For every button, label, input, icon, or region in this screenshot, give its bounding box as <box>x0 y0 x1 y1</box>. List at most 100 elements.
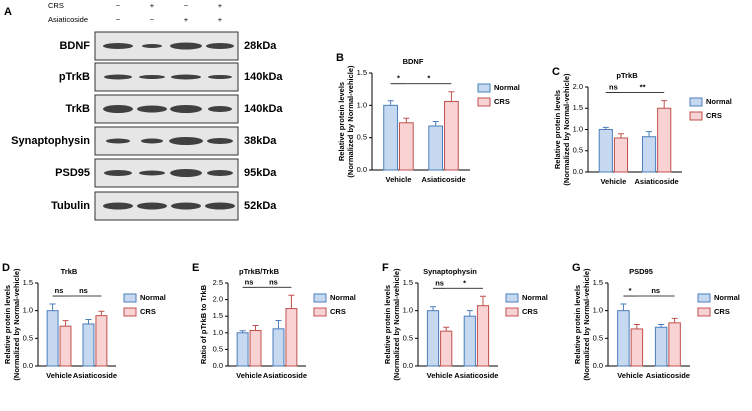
blot-band <box>103 105 133 113</box>
blot-band <box>137 105 167 113</box>
significance-label: * <box>629 286 632 295</box>
legend-label: CRS <box>714 307 730 316</box>
bar <box>630 328 644 367</box>
bar <box>46 310 59 367</box>
error-bar <box>671 317 678 323</box>
bar <box>82 323 95 367</box>
y-tick-label: 2.5 <box>213 278 223 287</box>
significance-label: ns <box>269 277 278 286</box>
bar <box>657 107 672 173</box>
bar <box>272 328 285 367</box>
legend-label: Normal <box>494 83 520 92</box>
y-tick-label: 0.5 <box>573 146 583 155</box>
condition-sign: + <box>150 1 155 10</box>
y-tick-label: 1.5 <box>23 278 33 287</box>
legend-swatch <box>313 293 327 303</box>
legend-label: Normal <box>706 97 732 106</box>
error-bar <box>275 320 282 329</box>
legend-swatch <box>697 307 711 317</box>
bar <box>398 122 414 171</box>
blot-band <box>207 170 233 176</box>
significance-label: ns <box>245 277 254 286</box>
y-axis-label: (Normalized by Normal-vehicle) <box>582 268 591 381</box>
significance-label: * <box>463 278 466 287</box>
bar <box>463 315 476 367</box>
legend-swatch <box>505 293 519 303</box>
bar <box>598 129 613 173</box>
y-tick-label: 0.0 <box>573 167 583 176</box>
y-axis-label: (Normalized by Normal-vehicle) <box>346 65 355 178</box>
chart-title: pTrkB/TrkB <box>239 267 280 276</box>
legend-label: CRS <box>330 307 346 316</box>
x-tick-label: Vehicle <box>600 177 626 186</box>
bar <box>428 125 444 171</box>
chart-title: BDNF <box>403 57 424 66</box>
x-tick-label: Asiaticoside <box>646 371 690 380</box>
x-tick-label: Asiaticoside <box>421 175 465 184</box>
y-tick-label: 0.5 <box>403 333 413 342</box>
legend-swatch <box>689 97 703 107</box>
y-tick-label: 1.5 <box>593 278 603 287</box>
y-tick-label: 0.5 <box>23 333 33 342</box>
bar <box>440 330 453 367</box>
blot-band <box>139 75 165 79</box>
bar <box>95 315 108 367</box>
legend-swatch <box>123 293 137 303</box>
panel-letter: F <box>382 262 389 274</box>
y-axis-label: Relative protein levels <box>383 285 392 364</box>
size-label: 38kDa <box>244 135 277 147</box>
significance-label: ns <box>609 83 618 92</box>
bar <box>613 137 629 173</box>
bar <box>426 310 440 367</box>
error-bar <box>387 100 394 106</box>
legend-label: CRS <box>522 307 538 316</box>
condition-sign: + <box>218 1 223 10</box>
condition-sign: − <box>184 1 189 10</box>
blot-band <box>207 138 233 144</box>
error-bar <box>658 324 665 328</box>
y-tick-label: 1.5 <box>573 103 583 112</box>
size-label: 95kDa <box>244 167 277 179</box>
blot-band <box>139 170 165 176</box>
condition-sign: + <box>218 15 223 24</box>
error-bar <box>633 324 640 329</box>
error-bar <box>403 117 410 123</box>
x-tick-label: Vehicle <box>617 371 643 380</box>
significance-label: * <box>397 74 400 83</box>
bar <box>59 325 72 367</box>
y-axis-label: (Normalized by Normal-vehicle) <box>562 73 571 186</box>
legend-swatch <box>477 97 491 107</box>
x-tick-label: Asiaticoside <box>635 177 679 186</box>
significance-label: ns <box>79 286 88 295</box>
blot-band <box>208 106 232 112</box>
y-tick-label: 1.0 <box>213 328 223 337</box>
blot-band <box>106 138 130 144</box>
legend-swatch <box>477 83 491 93</box>
error-bar <box>466 310 473 317</box>
y-tick-label: 1.0 <box>403 306 413 315</box>
protein-label: TrkB <box>66 103 91 115</box>
panel-letter: A <box>4 6 12 18</box>
condition-sign: + <box>184 15 189 24</box>
condition-sign: − <box>116 15 121 24</box>
panel-letter: B <box>336 52 344 64</box>
blot-band <box>206 43 234 49</box>
condition-label: Asiaticoside <box>48 15 88 24</box>
error-bar <box>448 91 455 102</box>
y-tick-label: 1.0 <box>357 100 367 109</box>
bar <box>285 308 298 367</box>
size-label: 28kDa <box>244 40 277 52</box>
legend-label: CRS <box>140 307 156 316</box>
blot-band <box>205 202 235 210</box>
significance-label: ns <box>435 278 444 287</box>
bar <box>668 322 681 367</box>
y-axis-label: (Normalized by Normal-vehicle) <box>392 268 401 381</box>
error-bar <box>443 326 450 332</box>
blot-band <box>104 74 132 80</box>
significance-label: ns <box>651 286 660 295</box>
legend-label: CRS <box>706 111 722 120</box>
significance-label: * <box>427 74 430 83</box>
condition-sign: − <box>150 15 155 24</box>
